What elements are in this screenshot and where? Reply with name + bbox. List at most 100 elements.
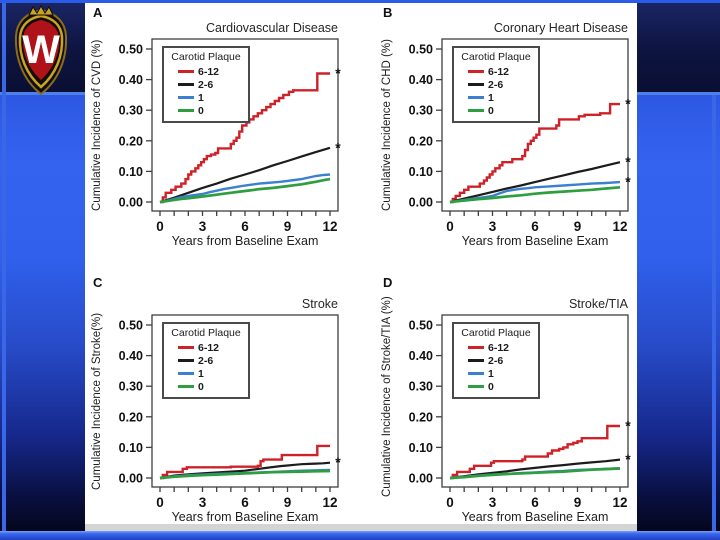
legend-box: Carotid Plaque 6-12 2-6 1 0: [162, 322, 250, 399]
x-axis-label: Years from Baseline Exam: [171, 234, 319, 248]
panel-stroke-tia: 0.00 0.10 0.20 0.30 0.40 0.50 0 3 6 9 12 * * D Strok…: [375, 265, 651, 524]
svg-text:0.10: 0.10: [119, 165, 143, 179]
panel-title: Coronary Heart Disease: [493, 21, 628, 35]
svg-text:0.50: 0.50: [119, 43, 143, 57]
svg-text:0.20: 0.20: [119, 410, 143, 424]
svg-text:0.50: 0.50: [409, 319, 433, 333]
svg-text:0.20: 0.20: [409, 134, 433, 148]
legend-swatch-green: [178, 385, 194, 388]
svg-text:3: 3: [489, 495, 497, 510]
y-axis-label: Cumulative Incidence of Stroke(%): [91, 312, 103, 490]
svg-text:6: 6: [531, 495, 539, 510]
svg-text:*: *: [335, 65, 341, 81]
svg-text:6: 6: [241, 495, 249, 510]
legend-entry: 1: [458, 91, 534, 104]
legend-entry: 2-6: [458, 354, 534, 367]
svg-text:9: 9: [574, 495, 582, 510]
legend-entry: 2-6: [168, 78, 244, 91]
svg-text:0: 0: [156, 495, 164, 510]
legend-entry: 1: [168, 367, 244, 380]
svg-text:0: 0: [446, 495, 454, 510]
svg-text:6: 6: [531, 219, 539, 234]
legend-swatch-blue: [178, 96, 194, 99]
svg-text:9: 9: [284, 495, 292, 510]
panel-coronary-heart-disease: 0.00 0.10 0.20 0.30 0.40 0.50 0 3 6 9 12 * * * B Coro…: [375, 3, 651, 265]
svg-text:3: 3: [199, 495, 207, 510]
legend-entry: 0: [458, 380, 534, 393]
svg-text:0.20: 0.20: [409, 410, 433, 424]
svg-text:*: *: [625, 417, 631, 433]
svg-text:12: 12: [612, 219, 627, 234]
svg-text:0.00: 0.00: [409, 196, 433, 210]
legend-swatch-red: [468, 346, 484, 349]
svg-text:0.10: 0.10: [409, 441, 433, 455]
legend-entry: 1: [458, 367, 534, 380]
legend-swatch-black: [468, 83, 484, 86]
svg-text:0.10: 0.10: [119, 441, 143, 455]
panel-title: Cardiovascular Disease: [205, 21, 338, 35]
legend-swatch-red: [178, 70, 194, 73]
legend-entry: 0: [458, 104, 534, 117]
legend-title: Carotid Plaque: [171, 327, 241, 339]
legend-box: Carotid Plaque 6-12 2-6 1 0: [452, 46, 540, 123]
svg-text:0.50: 0.50: [409, 43, 433, 57]
svg-text:*: *: [625, 154, 631, 170]
figure-bottom-edge: [85, 524, 637, 531]
legend-swatch-green: [468, 385, 484, 388]
svg-text:9: 9: [574, 219, 582, 234]
legend-entry: 2-6: [458, 78, 534, 91]
legend-swatch-black: [178, 83, 194, 86]
legend-swatch-blue: [468, 372, 484, 375]
svg-text:0.30: 0.30: [409, 104, 433, 118]
svg-text:0.30: 0.30: [119, 104, 143, 118]
svg-text:3: 3: [199, 219, 207, 234]
panel-letter: C: [93, 275, 103, 290]
svg-text:0.00: 0.00: [119, 196, 143, 210]
legend-swatch-blue: [178, 372, 194, 375]
svg-text:0.00: 0.00: [409, 472, 433, 486]
legend-box: Carotid Plaque 6-12 2-6 1 0: [162, 46, 250, 123]
svg-text:0.20: 0.20: [119, 134, 143, 148]
legend-swatch-blue: [468, 96, 484, 99]
panel-letter: A: [93, 5, 103, 20]
svg-text:0.40: 0.40: [119, 349, 143, 363]
legend-entry: 0: [168, 104, 244, 117]
top-accent-line: [0, 0, 720, 3]
panel-stroke: 0.00 0.10 0.20 0.30 0.40 0.50 0 3 6 9 12 * C Stroke…: [85, 265, 361, 524]
x-axis-label: Years from Baseline Exam: [461, 510, 609, 524]
svg-text:*: *: [625, 451, 631, 467]
svg-text:3: 3: [489, 219, 497, 234]
svg-text:9: 9: [284, 219, 292, 234]
right-accent-line: [712, 95, 716, 531]
figure-image: 0.00 0.10 0.20 0.30 0.40 0.50 0 3 6 9 12 * * A Cardi…: [85, 3, 637, 531]
panel-title: Stroke/TIA: [568, 297, 628, 311]
legend-entry: 6-12: [458, 65, 534, 78]
legend-entry: 6-12: [168, 65, 244, 78]
legend-entry: 0: [168, 380, 244, 393]
svg-text:0.40: 0.40: [409, 73, 433, 87]
plot-stroke-tia: 0.00 0.10 0.20 0.30 0.40 0.50 0 3 6 9 12 * *: [409, 314, 631, 510]
legend-entry: 1: [168, 91, 244, 104]
legend-swatch-green: [468, 109, 484, 112]
svg-text:*: *: [335, 139, 341, 155]
legend-entry: 6-12: [168, 341, 244, 354]
panel-letter: D: [383, 275, 393, 290]
crest-icon: W: [14, 4, 68, 96]
left-accent-line: [2, 3, 6, 537]
plot-cvd: 0.00 0.10 0.20 0.30 0.40 0.50 0 3 6 9 12 * *: [119, 38, 341, 234]
y-axis-label: Cumulative Incidence of Stroke/TIA (%): [381, 296, 393, 497]
svg-text:0.40: 0.40: [119, 73, 143, 87]
svg-text:0.50: 0.50: [119, 319, 143, 333]
plot-stroke: 0.00 0.10 0.20 0.30 0.40 0.50 0 3 6 9 12 *: [119, 314, 341, 510]
svg-text:12: 12: [612, 495, 627, 510]
plot-chd: 0.00 0.10 0.20 0.30 0.40 0.50 0 3 6 9 12 * * *: [409, 38, 631, 234]
legend-swatch-red: [178, 346, 194, 349]
legend-title: Carotid Plaque: [461, 51, 531, 63]
legend-swatch-black: [468, 359, 484, 362]
svg-text:*: *: [625, 96, 631, 112]
legend-title: Carotid Plaque: [461, 327, 531, 339]
uw-crest-logo: W: [8, 4, 74, 99]
svg-text:0: 0: [156, 219, 164, 234]
logo-letter: W: [22, 28, 60, 72]
